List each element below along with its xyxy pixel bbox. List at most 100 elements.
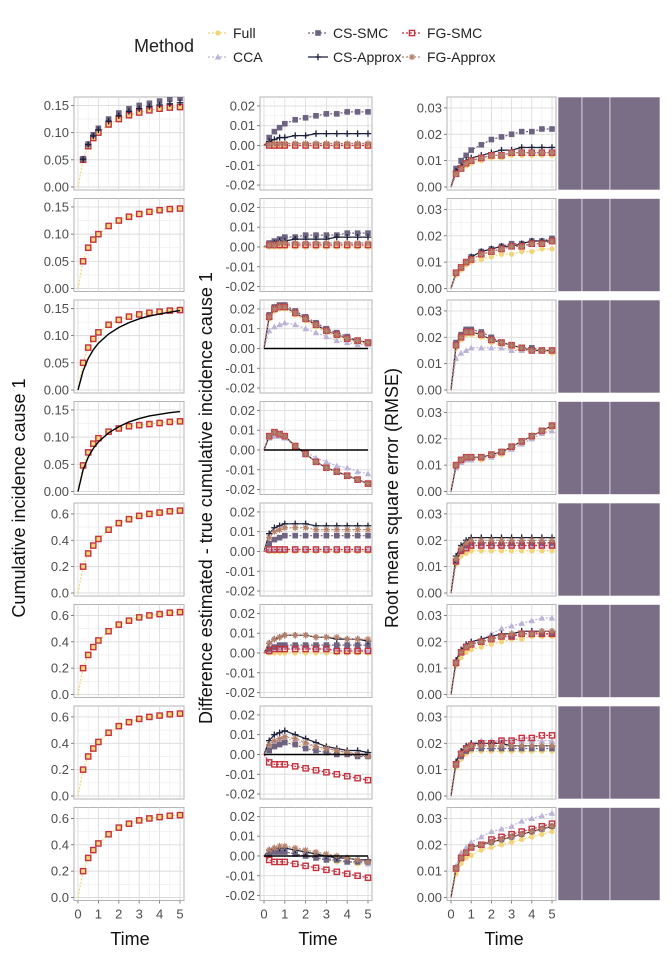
strip-censoring-background [557, 502, 583, 597]
point-full [177, 812, 183, 818]
point-cs-smc [313, 855, 319, 861]
point-full [498, 251, 505, 257]
point-full [519, 636, 525, 642]
point-cs-approx [85, 141, 92, 148]
point-fg-approx [478, 841, 485, 848]
point-full [157, 207, 163, 213]
point-fg-smc [364, 647, 372, 655]
point-fg-smc [302, 765, 309, 772]
point-fg-approx [538, 240, 546, 247]
y-tick-label: 0.10 [44, 328, 69, 343]
point-fg-approx [478, 537, 485, 544]
y-tick-label: -0.02 [225, 279, 255, 294]
point-cs-smc [334, 642, 340, 648]
point-fg-approx [271, 844, 278, 852]
point-full [549, 548, 555, 554]
point-fg-smc [95, 637, 102, 644]
point-cca [302, 546, 309, 553]
strip-censoring-background [557, 401, 583, 495]
y-tick-label: 0.03 [417, 405, 442, 420]
point-cs-smc [282, 739, 288, 746]
point-full [126, 719, 132, 725]
point-cca [344, 339, 351, 346]
point-fg-smc [105, 526, 112, 534]
point-cca [302, 325, 309, 332]
point-fg-approx [488, 742, 495, 750]
x-tick-label: 5 [364, 907, 371, 922]
point-fg-approx [468, 256, 475, 263]
point-fg-approx [528, 630, 535, 638]
point-cs-smc [334, 111, 340, 117]
point-cca [508, 823, 515, 829]
point-fg-approx [498, 152, 505, 159]
point-cs-smc [344, 532, 350, 539]
point-fg-approx [333, 633, 340, 641]
legend-marker-fg-approx [408, 53, 416, 61]
panel-data [263, 302, 372, 350]
panel-data [263, 842, 372, 882]
point-full [85, 245, 91, 251]
point-fg-approx [548, 422, 556, 429]
point-fg-smc [125, 313, 133, 320]
point-cca [498, 344, 505, 351]
panel-data [77, 507, 184, 594]
point-cs-smc [282, 234, 288, 240]
point-cs-smc [313, 232, 319, 238]
y-tick-label: 0.01 [230, 829, 255, 844]
point-fg-approx [266, 432, 273, 440]
point-fg-approx [518, 831, 525, 838]
point-fg-approx [292, 631, 299, 639]
point-fg-approx [468, 157, 475, 164]
point-fg-approx [312, 140, 320, 147]
point-full [146, 310, 152, 316]
point-fg-smc [176, 306, 184, 314]
point-fg-approx [354, 635, 361, 643]
point-fg-approx [302, 846, 309, 854]
point-cs-smc [323, 532, 330, 539]
strip-r3: No censoringMisspecified FGp = 0.15 [557, 299, 661, 394]
point-fg-approx [457, 334, 465, 341]
point-fg-approx [528, 742, 535, 750]
point-cs-smc [292, 851, 298, 857]
point-fg-approx [538, 825, 546, 833]
point-cca [508, 622, 515, 629]
point-cs-approx [354, 130, 361, 137]
point-full [488, 254, 494, 260]
point-fg-smc [79, 258, 87, 265]
point-full [95, 231, 101, 237]
point-cca [364, 470, 372, 477]
point-full [106, 628, 112, 634]
x-tick-label: 5 [176, 907, 183, 922]
panel-r5-c1: 0.0 0.2 0.4 0.6 [51, 502, 185, 601]
y-tick-label: 0.01 [230, 423, 255, 438]
point-fg-smc [302, 546, 309, 553]
y-tick-label: 0.0 [51, 687, 69, 702]
legend-items: Full CCA CS-SMC CS-Approx FG-SMC FG-Approx [208, 25, 495, 65]
point-fg-approx [528, 432, 535, 440]
point-fg-approx [344, 335, 351, 342]
point-full [157, 611, 163, 617]
point-fg-smc [364, 874, 372, 882]
point-full [146, 511, 152, 517]
point-full [539, 831, 545, 837]
point-cca [276, 321, 283, 328]
panel-r8-c3: 0.00 0.01 0.02 0.03 0 1 2 3 4 5 [417, 807, 557, 922]
point-cs-smc [354, 230, 361, 236]
point-cs-smc [313, 532, 319, 539]
point-fg-smc [146, 510, 153, 518]
point-fg-approx [292, 735, 299, 742]
point-fg-approx [364, 140, 372, 147]
point-fg-approx [462, 160, 470, 167]
point-full [95, 536, 101, 542]
x-tick-label: 1 [468, 907, 475, 922]
point-fg-approx [548, 742, 556, 750]
point-fg-approx [478, 638, 485, 645]
panel-data [450, 326, 556, 391]
point-fg-approx [518, 742, 525, 750]
point-full [478, 548, 484, 554]
strip-censoring-background [557, 96, 583, 191]
y-tick-label: 0.00 [230, 848, 255, 863]
point-cs-smc [266, 747, 272, 754]
point-full [509, 251, 515, 257]
point-fg-smc [343, 870, 351, 878]
